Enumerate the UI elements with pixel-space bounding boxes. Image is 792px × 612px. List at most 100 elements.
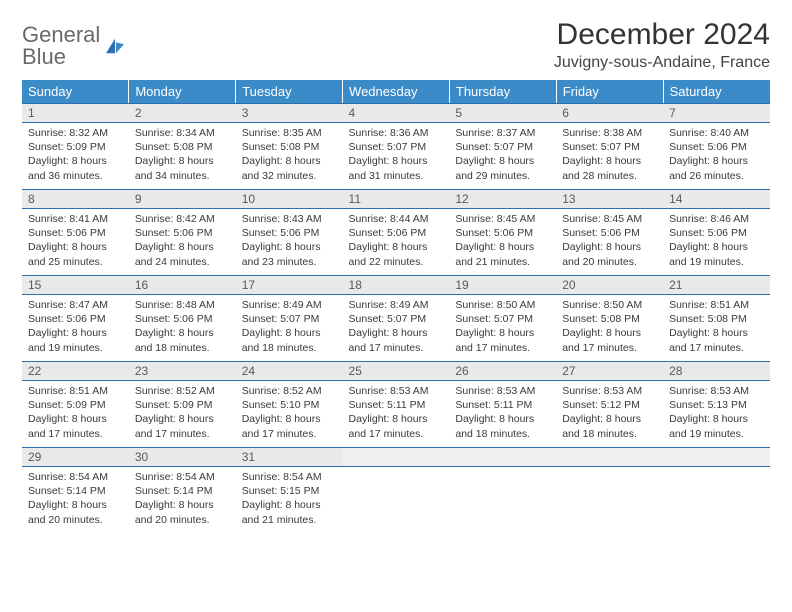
day-details: Sunrise: 8:47 AMSunset: 5:06 PMDaylight:…: [22, 295, 129, 361]
day-number-empty: [343, 447, 450, 467]
day-details: Sunrise: 8:43 AMSunset: 5:06 PMDaylight:…: [236, 209, 343, 275]
page-subtitle: Juvigny-sous-Andaine, France: [554, 54, 770, 72]
calendar-day-cell: 5Sunrise: 8:37 AMSunset: 5:07 PMDaylight…: [449, 103, 556, 189]
day-details: Sunrise: 8:45 AMSunset: 5:06 PMDaylight:…: [556, 209, 663, 275]
calendar-day-cell: 24Sunrise: 8:52 AMSunset: 5:10 PMDayligh…: [236, 361, 343, 447]
logo-line2: Blue: [22, 46, 100, 68]
calendar-day-cell: 16Sunrise: 8:48 AMSunset: 5:06 PMDayligh…: [129, 275, 236, 361]
day-number: 31: [236, 447, 343, 467]
day-number: 17: [236, 275, 343, 295]
day-number: 8: [22, 189, 129, 209]
day-number: 28: [663, 361, 770, 381]
day-number-empty: [663, 447, 770, 467]
calendar-day-cell: 9Sunrise: 8:42 AMSunset: 5:06 PMDaylight…: [129, 189, 236, 275]
calendar-day-cell: 2Sunrise: 8:34 AMSunset: 5:08 PMDaylight…: [129, 103, 236, 189]
day-details: Sunrise: 8:41 AMSunset: 5:06 PMDaylight:…: [22, 209, 129, 275]
calendar-day-cell: 23Sunrise: 8:52 AMSunset: 5:09 PMDayligh…: [129, 361, 236, 447]
day-details: Sunrise: 8:34 AMSunset: 5:08 PMDaylight:…: [129, 123, 236, 189]
calendar-day-cell: 18Sunrise: 8:49 AMSunset: 5:07 PMDayligh…: [343, 275, 450, 361]
header: General Blue December 2024 Juvigny-sous-…: [22, 18, 770, 72]
calendar-day-cell: 4Sunrise: 8:36 AMSunset: 5:07 PMDaylight…: [343, 103, 450, 189]
day-details: Sunrise: 8:53 AMSunset: 5:11 PMDaylight:…: [343, 381, 450, 447]
day-number: 25: [343, 361, 450, 381]
calendar-day-cell: 13Sunrise: 8:45 AMSunset: 5:06 PMDayligh…: [556, 189, 663, 275]
title-block: December 2024 Juvigny-sous-Andaine, Fran…: [554, 18, 770, 72]
day-details: Sunrise: 8:54 AMSunset: 5:14 PMDaylight:…: [129, 467, 236, 533]
day-details: Sunrise: 8:42 AMSunset: 5:06 PMDaylight:…: [129, 209, 236, 275]
calendar-day-cell: [343, 447, 450, 533]
day-number: 14: [663, 189, 770, 209]
calendar-day-cell: 20Sunrise: 8:50 AMSunset: 5:08 PMDayligh…: [556, 275, 663, 361]
day-details: Sunrise: 8:52 AMSunset: 5:10 PMDaylight:…: [236, 381, 343, 447]
day-details: Sunrise: 8:46 AMSunset: 5:06 PMDaylight:…: [663, 209, 770, 275]
calendar-week-row: 1Sunrise: 8:32 AMSunset: 5:09 PMDaylight…: [22, 103, 770, 189]
day-number: 10: [236, 189, 343, 209]
day-details: Sunrise: 8:51 AMSunset: 5:09 PMDaylight:…: [22, 381, 129, 447]
day-number-empty: [449, 447, 556, 467]
calendar-day-cell: 21Sunrise: 8:51 AMSunset: 5:08 PMDayligh…: [663, 275, 770, 361]
calendar-day-cell: 7Sunrise: 8:40 AMSunset: 5:06 PMDaylight…: [663, 103, 770, 189]
day-number: 23: [129, 361, 236, 381]
calendar-day-cell: 10Sunrise: 8:43 AMSunset: 5:06 PMDayligh…: [236, 189, 343, 275]
calendar-day-cell: [449, 447, 556, 533]
weekday-header-row: SundayMondayTuesdayWednesdayThursdayFrid…: [22, 80, 770, 103]
calendar-day-cell: 6Sunrise: 8:38 AMSunset: 5:07 PMDaylight…: [556, 103, 663, 189]
day-details: Sunrise: 8:45 AMSunset: 5:06 PMDaylight:…: [449, 209, 556, 275]
calendar-day-cell: 27Sunrise: 8:53 AMSunset: 5:12 PMDayligh…: [556, 361, 663, 447]
day-number: 24: [236, 361, 343, 381]
logo-sail-icon: [104, 37, 126, 55]
day-number: 3: [236, 103, 343, 123]
calendar-week-row: 29Sunrise: 8:54 AMSunset: 5:14 PMDayligh…: [22, 447, 770, 533]
day-details: Sunrise: 8:53 AMSunset: 5:12 PMDaylight:…: [556, 381, 663, 447]
calendar-day-cell: 8Sunrise: 8:41 AMSunset: 5:06 PMDaylight…: [22, 189, 129, 275]
calendar-day-cell: 19Sunrise: 8:50 AMSunset: 5:07 PMDayligh…: [449, 275, 556, 361]
day-details: Sunrise: 8:35 AMSunset: 5:08 PMDaylight:…: [236, 123, 343, 189]
logo: General Blue: [22, 24, 126, 68]
day-number: 4: [343, 103, 450, 123]
calendar-day-cell: 26Sunrise: 8:53 AMSunset: 5:11 PMDayligh…: [449, 361, 556, 447]
calendar-day-cell: 12Sunrise: 8:45 AMSunset: 5:06 PMDayligh…: [449, 189, 556, 275]
day-details: Sunrise: 8:50 AMSunset: 5:08 PMDaylight:…: [556, 295, 663, 361]
day-number: 20: [556, 275, 663, 295]
day-number-empty: [556, 447, 663, 467]
weekday-header: Saturday: [663, 80, 770, 103]
day-number: 7: [663, 103, 770, 123]
weekday-header: Friday: [556, 80, 663, 103]
day-number: 13: [556, 189, 663, 209]
day-number: 16: [129, 275, 236, 295]
calendar-day-cell: 28Sunrise: 8:53 AMSunset: 5:13 PMDayligh…: [663, 361, 770, 447]
logo-line1: General: [22, 24, 100, 46]
day-number: 11: [343, 189, 450, 209]
day-number: 21: [663, 275, 770, 295]
day-number: 9: [129, 189, 236, 209]
day-details: Sunrise: 8:44 AMSunset: 5:06 PMDaylight:…: [343, 209, 450, 275]
day-number: 27: [556, 361, 663, 381]
day-number: 29: [22, 447, 129, 467]
day-details: Sunrise: 8:54 AMSunset: 5:14 PMDaylight:…: [22, 467, 129, 533]
day-details: Sunrise: 8:52 AMSunset: 5:09 PMDaylight:…: [129, 381, 236, 447]
day-details: Sunrise: 8:38 AMSunset: 5:07 PMDaylight:…: [556, 123, 663, 189]
day-number: 6: [556, 103, 663, 123]
calendar-day-cell: 30Sunrise: 8:54 AMSunset: 5:14 PMDayligh…: [129, 447, 236, 533]
day-details: Sunrise: 8:32 AMSunset: 5:09 PMDaylight:…: [22, 123, 129, 189]
page-title: December 2024: [554, 18, 770, 52]
calendar-day-cell: 3Sunrise: 8:35 AMSunset: 5:08 PMDaylight…: [236, 103, 343, 189]
weekday-header: Thursday: [449, 80, 556, 103]
calendar-day-cell: [663, 447, 770, 533]
day-details: Sunrise: 8:48 AMSunset: 5:06 PMDaylight:…: [129, 295, 236, 361]
day-details: Sunrise: 8:54 AMSunset: 5:15 PMDaylight:…: [236, 467, 343, 533]
day-details: Sunrise: 8:37 AMSunset: 5:07 PMDaylight:…: [449, 123, 556, 189]
day-details: Sunrise: 8:50 AMSunset: 5:07 PMDaylight:…: [449, 295, 556, 361]
calendar-body: 1Sunrise: 8:32 AMSunset: 5:09 PMDaylight…: [22, 103, 770, 533]
calendar-week-row: 15Sunrise: 8:47 AMSunset: 5:06 PMDayligh…: [22, 275, 770, 361]
day-details: Sunrise: 8:49 AMSunset: 5:07 PMDaylight:…: [343, 295, 450, 361]
weekday-header: Monday: [129, 80, 236, 103]
day-number: 1: [22, 103, 129, 123]
calendar-table: SundayMondayTuesdayWednesdayThursdayFrid…: [22, 80, 770, 533]
calendar-day-cell: 11Sunrise: 8:44 AMSunset: 5:06 PMDayligh…: [343, 189, 450, 275]
day-details: Sunrise: 8:51 AMSunset: 5:08 PMDaylight:…: [663, 295, 770, 361]
day-details: Sunrise: 8:36 AMSunset: 5:07 PMDaylight:…: [343, 123, 450, 189]
calendar-week-row: 8Sunrise: 8:41 AMSunset: 5:06 PMDaylight…: [22, 189, 770, 275]
calendar-day-cell: 15Sunrise: 8:47 AMSunset: 5:06 PMDayligh…: [22, 275, 129, 361]
calendar-day-cell: 29Sunrise: 8:54 AMSunset: 5:14 PMDayligh…: [22, 447, 129, 533]
